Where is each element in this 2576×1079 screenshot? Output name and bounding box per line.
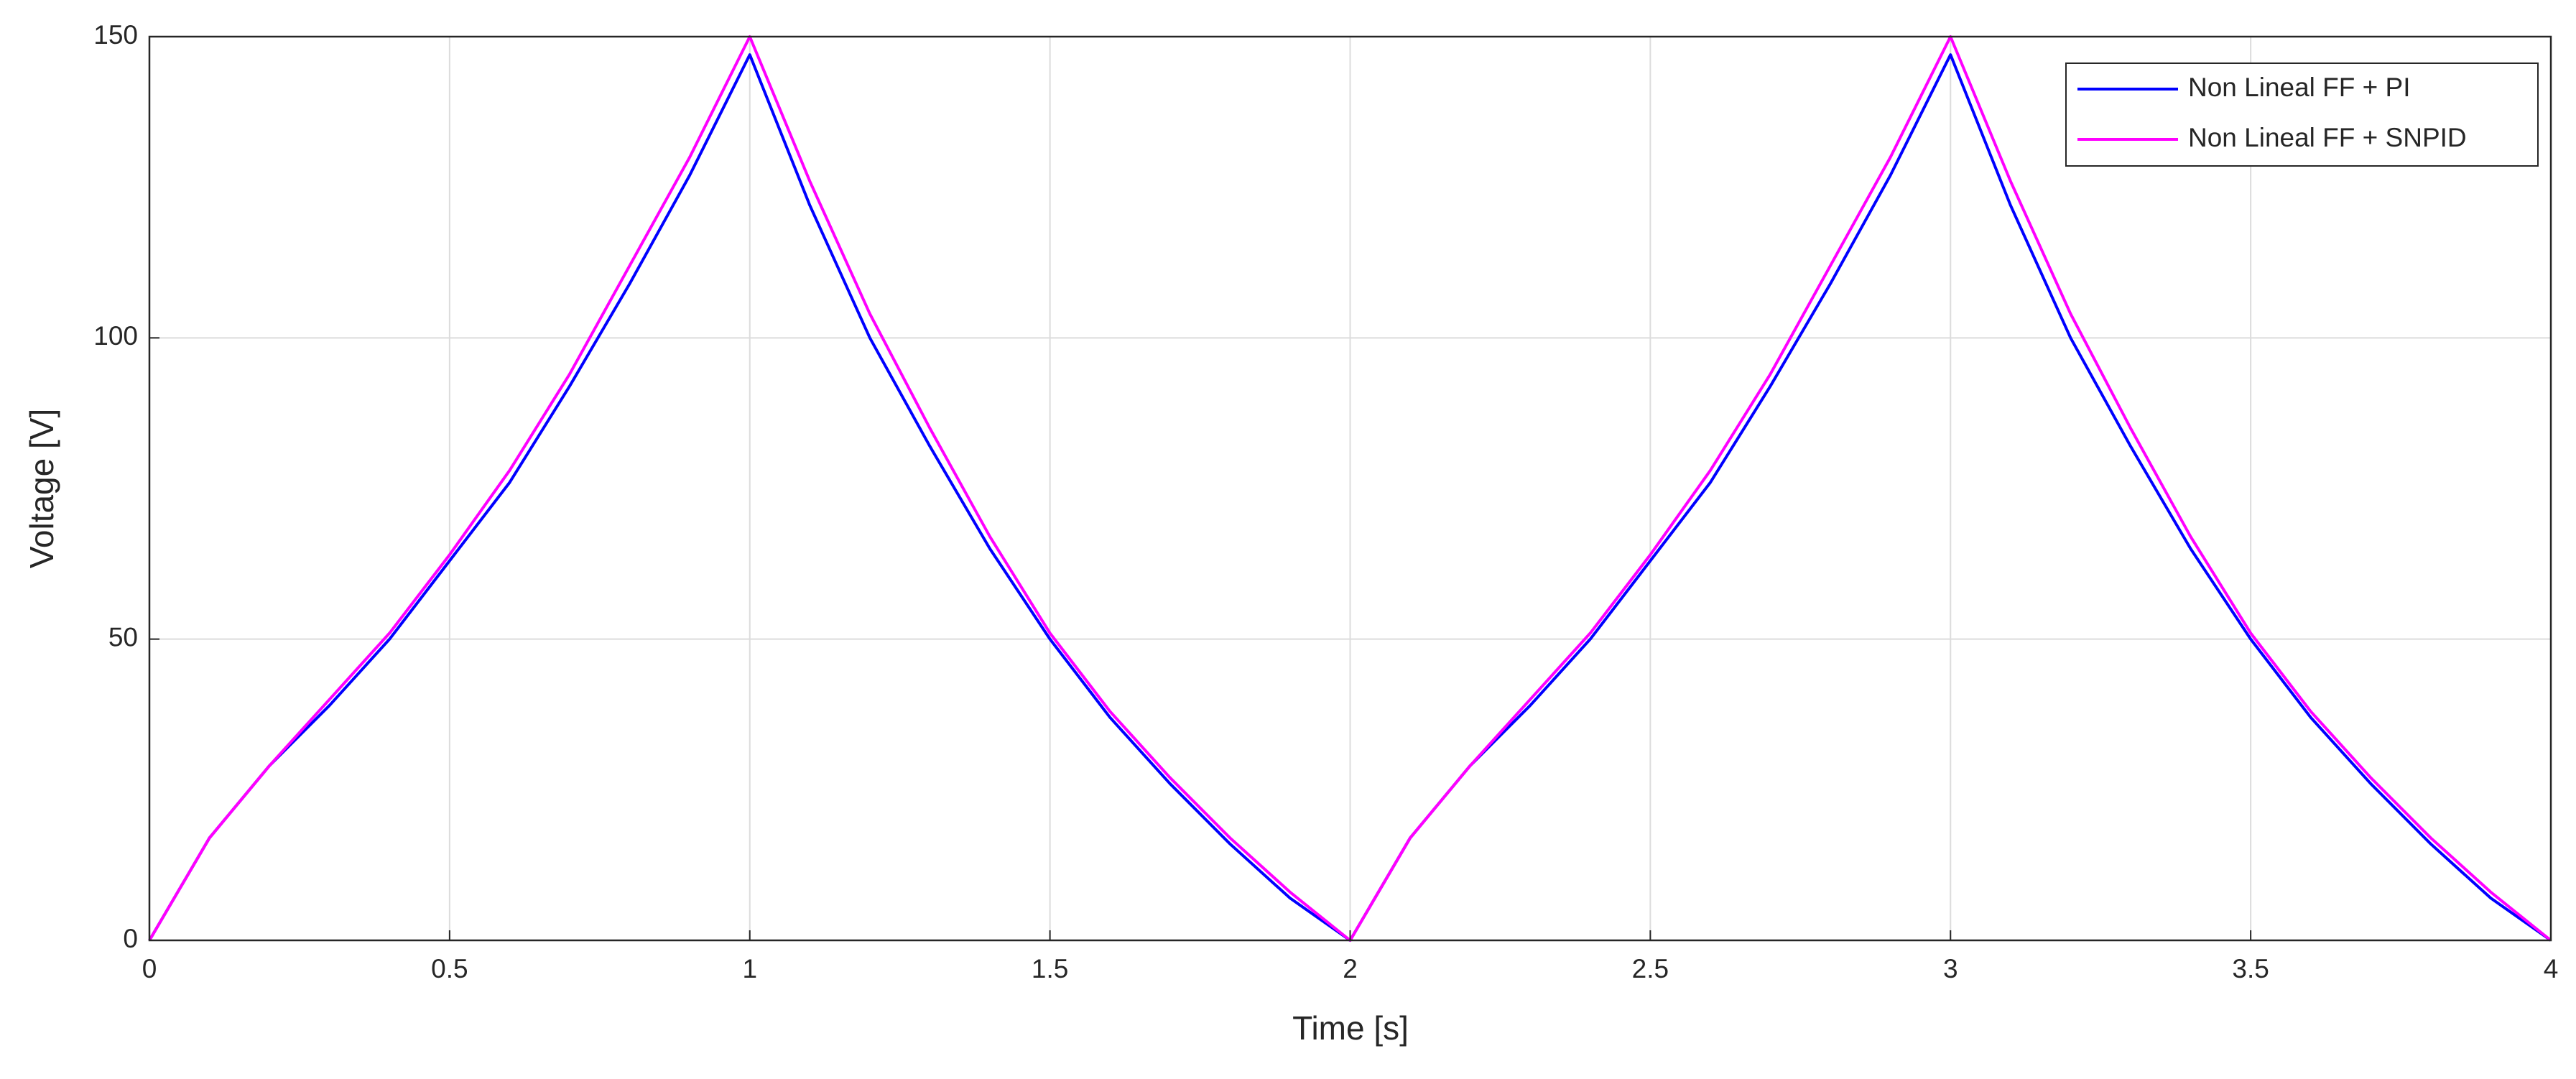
y-axis-label: Voltage [V] <box>23 409 60 569</box>
x-tick-label: 1.5 <box>1032 954 1068 983</box>
legend-label: Non Lineal FF + SNPID <box>2188 123 2467 152</box>
x-tick-label: 2 <box>1343 954 1358 983</box>
x-tick-label: 1 <box>742 954 757 983</box>
x-tick-label: 3.5 <box>2232 954 2269 983</box>
legend-box <box>2065 62 2539 167</box>
x-tick-label: 0 <box>142 954 157 983</box>
y-tick-label: 100 <box>93 321 138 351</box>
x-tick-label: 3 <box>1943 954 1958 983</box>
x-axis-label: Time [s] <box>1292 1009 1409 1047</box>
y-tick-label: 50 <box>108 622 138 652</box>
x-tick-label: 0.5 <box>431 954 468 983</box>
y-tick-label: 0 <box>123 924 138 953</box>
legend-label: Non Lineal FF + PI <box>2188 73 2411 102</box>
x-tick-label: 4 <box>2544 954 2559 983</box>
x-tick-label: 2.5 <box>1632 954 1669 983</box>
y-tick-label: 150 <box>93 20 138 50</box>
